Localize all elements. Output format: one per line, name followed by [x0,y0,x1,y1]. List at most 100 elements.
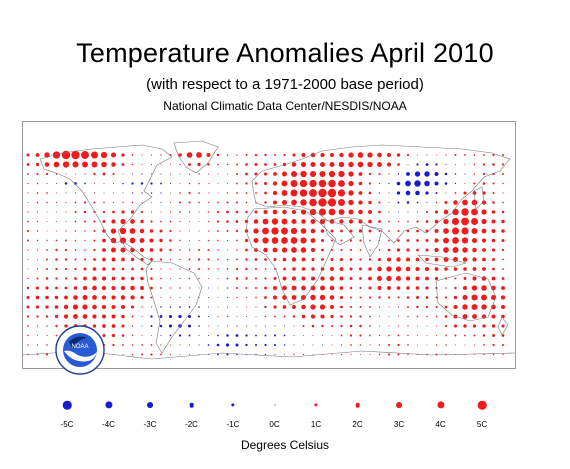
warm-anomaly-dot [349,258,353,261]
warm-anomaly-dot [103,192,105,194]
cold-anomaly-dot [141,325,143,327]
warm-anomaly-dot [120,218,126,225]
warm-anomaly-dot [436,335,437,336]
warm-anomaly-dot [492,334,495,337]
warm-anomaly-dot [55,239,58,242]
warm-anomaly-dot [27,173,29,175]
warm-anomaly-dot [444,296,448,299]
warm-anomaly-dot [434,276,439,281]
warm-anomaly-dot [300,161,307,168]
warm-anomaly-dot [368,191,372,195]
warm-anomaly-dot [322,335,323,336]
warm-anomaly-dot [245,201,248,204]
warm-anomaly-dot [359,286,362,290]
warm-anomaly-dot [502,201,504,204]
warm-anomaly-dot [102,248,106,252]
warm-anomaly-dot [462,199,468,206]
warm-anomaly-dot [434,257,439,262]
warm-anomaly-dot [101,295,107,300]
cold-anomaly-dot [188,344,191,346]
warm-anomaly-dot [330,229,334,233]
cold-anomaly-dot [397,173,400,175]
cold-anomaly-dot [150,192,153,194]
warm-anomaly-dot [188,249,191,251]
warm-anomaly-dot [236,316,238,317]
warm-anomaly-dot [273,163,277,166]
warm-anomaly-dot [310,285,316,291]
coast-india [361,224,383,258]
warm-anomaly-dot [358,209,363,215]
warm-anomaly-dot [140,219,144,224]
warm-anomaly-dot [348,219,354,224]
warm-anomaly-dot [482,257,486,262]
coast-eurasia [251,144,511,244]
warm-anomaly-dot [388,173,390,175]
warm-anomaly-dot [443,218,449,225]
warm-anomaly-dot [454,154,457,156]
warm-anomaly-dot [282,209,287,215]
warm-anomaly-dot [331,239,333,242]
warm-anomaly-dot [102,220,106,223]
warm-anomaly-dot [189,297,190,298]
warm-anomaly-dot [226,296,229,299]
warm-anomaly-dot [471,199,478,206]
warm-anomaly-dot [273,258,277,261]
warm-anomaly-dot [36,249,39,251]
warm-anomaly-dot [179,297,181,298]
warm-anomaly-dot [291,218,297,225]
warm-anomaly-dot [451,227,460,235]
cold-anomaly-dot [131,182,134,185]
warm-anomaly-dot [300,199,307,206]
warm-anomaly-dot [159,238,163,243]
warm-anomaly-dot [226,249,229,251]
warm-anomaly-dot [207,220,210,223]
cold-anomaly-dot [160,182,162,185]
cold-anomaly-dot [434,181,439,186]
warm-anomaly-dot [388,211,390,213]
warm-anomaly-dot [130,276,135,281]
warm-anomaly-dot [340,344,343,346]
warm-anomaly-dot [149,229,154,233]
warm-anomaly-dot [26,305,30,309]
warm-anomaly-dot [444,305,448,309]
warm-anomaly-dot [377,162,382,167]
warm-anomaly-dot [330,314,334,319]
warm-anomaly-dot [301,152,306,158]
cold-anomaly-dot [132,173,133,175]
warm-anomaly-dot [254,210,258,214]
warm-anomaly-dot [501,163,505,166]
warm-anomaly-dot [290,180,298,187]
warm-anomaly-dot [388,325,390,327]
warm-anomaly-dot [492,191,495,195]
warm-anomaly-dot [236,182,238,185]
warm-anomaly-dot [236,258,238,261]
warm-anomaly-dot [226,315,229,318]
warm-anomaly-dot [312,354,314,355]
warm-anomaly-dot [453,324,458,328]
warm-anomaly-dot [397,229,400,233]
warm-anomaly-dot [293,325,295,327]
warm-anomaly-dot [82,314,88,319]
warm-anomaly-dot [435,325,438,327]
warm-anomaly-dot [103,201,105,204]
cold-anomaly-dot [454,173,457,175]
warm-anomaly-dot [93,258,96,261]
warm-anomaly-dot [139,247,145,253]
warm-anomaly-dot [369,239,371,242]
warm-anomaly-dot [471,218,478,225]
warm-anomaly-dot [217,201,219,204]
warm-anomaly-dot [330,324,334,328]
warm-anomaly-dot [443,209,449,215]
cold-anomaly-dot [227,325,228,327]
warm-anomaly-dot [244,229,249,233]
warm-anomaly-dot [150,277,153,280]
warm-anomaly-dot [217,239,219,242]
warm-anomaly-dot [217,230,219,232]
warm-anomaly-dot [311,257,315,262]
warm-anomaly-dot [55,286,58,290]
warm-anomaly-dot [471,227,478,235]
warm-anomaly-dot [349,239,353,242]
warm-anomaly-dot [482,267,486,271]
warm-anomaly-dot [328,208,336,216]
warm-anomaly-dot [283,315,286,318]
